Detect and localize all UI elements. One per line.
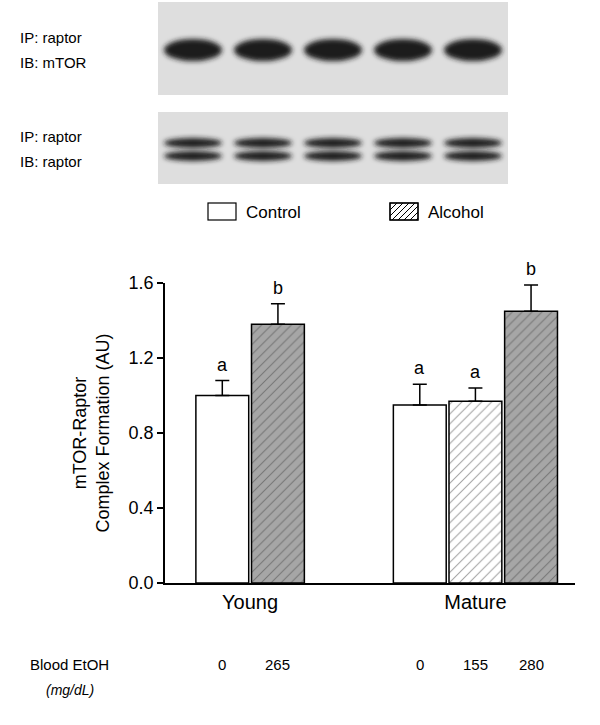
svg-text:mTOR-RaptorComplex Formation (: mTOR-RaptorComplex Formation (AU)	[70, 333, 113, 532]
svg-text:1.6: 1.6	[129, 273, 154, 293]
svg-text:IP: raptor: IP: raptor	[20, 29, 82, 46]
svg-text:0.0: 0.0	[129, 573, 154, 593]
svg-text:IB: mTOR: IB: mTOR	[20, 54, 87, 71]
svg-text:0: 0	[416, 656, 424, 673]
svg-text:IB: raptor: IB: raptor	[20, 153, 82, 170]
svg-text:0.4: 0.4	[129, 498, 154, 518]
svg-text:280: 280	[519, 656, 544, 673]
svg-text:Young: Young	[222, 591, 278, 613]
svg-text:a: a	[217, 355, 228, 375]
svg-text:Alcohol: Alcohol	[428, 203, 484, 222]
svg-text:Control: Control	[246, 203, 301, 222]
svg-text:a: a	[470, 362, 481, 382]
svg-text:265: 265	[265, 656, 290, 673]
svg-text:1.2: 1.2	[129, 348, 154, 368]
svg-text:0: 0	[218, 656, 226, 673]
svg-text:0.8: 0.8	[129, 423, 154, 443]
svg-text:Mature: Mature	[444, 591, 506, 613]
svg-text:Blood EtOH: Blood EtOH	[30, 656, 109, 673]
svg-text:(mg/dL): (mg/dL)	[46, 682, 94, 698]
svg-text:a: a	[414, 358, 425, 378]
svg-text:IP: raptor: IP: raptor	[20, 128, 82, 145]
svg-text:b: b	[273, 278, 283, 298]
svg-text:155: 155	[463, 656, 488, 673]
svg-text:b: b	[526, 259, 536, 279]
